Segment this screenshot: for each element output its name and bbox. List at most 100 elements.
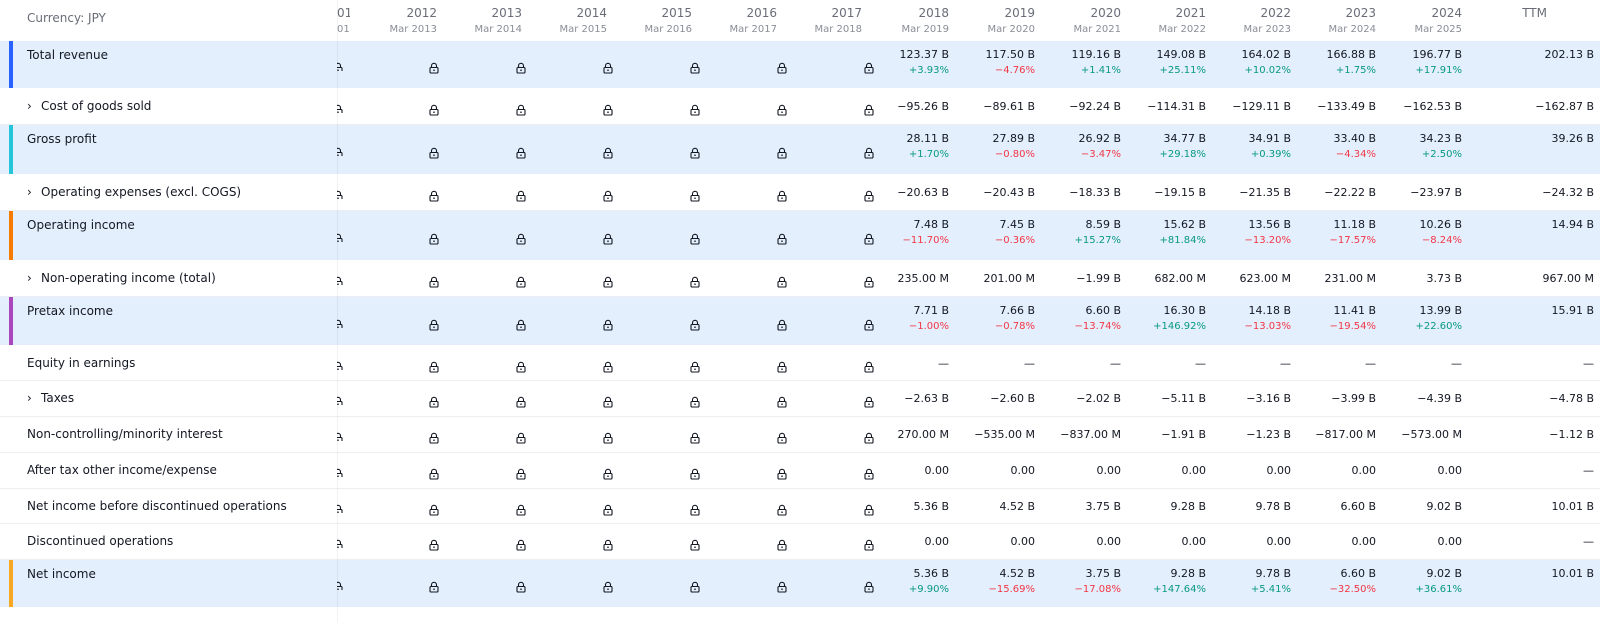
lock-icon[interactable] — [689, 578, 701, 593]
lock-icon[interactable] — [602, 465, 614, 480]
lock-icon[interactable] — [776, 501, 788, 516]
lock-icon[interactable] — [602, 501, 614, 516]
row-label[interactable]: › Operating expenses (excl. COGS) — [27, 185, 241, 199]
lock-icon[interactable] — [337, 536, 344, 548]
lock-icon[interactable] — [776, 358, 788, 373]
lock-icon[interactable] — [428, 501, 440, 516]
lock-icon[interactable] — [515, 358, 527, 373]
lock-icon[interactable] — [337, 230, 344, 242]
lock-icon[interactable] — [689, 358, 701, 373]
lock-icon[interactable] — [337, 101, 344, 113]
lock-icon[interactable] — [776, 273, 788, 288]
lock-icon[interactable] — [428, 316, 440, 331]
lock-icon[interactable] — [337, 187, 344, 199]
lock-icon[interactable] — [863, 316, 875, 331]
lock-icon[interactable] — [337, 429, 344, 441]
lock-icon[interactable] — [689, 144, 701, 159]
lock-icon[interactable] — [515, 393, 527, 408]
lock-icon[interactable] — [515, 578, 527, 593]
lock-icon[interactable] — [689, 429, 701, 444]
lock-icon[interactable] — [863, 578, 875, 593]
lock-icon[interactable] — [428, 358, 440, 373]
lock-icon[interactable] — [515, 501, 527, 516]
lock-icon[interactable] — [515, 101, 527, 116]
lock-icon[interactable] — [515, 465, 527, 480]
lock-icon[interactable] — [689, 393, 701, 408]
lock-icon[interactable] — [428, 578, 440, 593]
lock-icon[interactable] — [689, 101, 701, 116]
chevron-right-icon[interactable]: › — [27, 271, 32, 285]
lock-icon[interactable] — [602, 144, 614, 159]
lock-icon[interactable] — [602, 358, 614, 373]
lock-icon[interactable] — [428, 144, 440, 159]
lock-icon[interactable] — [776, 429, 788, 444]
lock-icon[interactable] — [428, 273, 440, 288]
lock-icon[interactable] — [602, 578, 614, 593]
lock-icon[interactable] — [863, 536, 875, 551]
chevron-right-icon[interactable]: › — [27, 99, 32, 113]
lock-icon[interactable] — [602, 273, 614, 288]
lock-icon[interactable] — [515, 536, 527, 551]
lock-icon[interactable] — [863, 429, 875, 444]
table-row[interactable]: › Non-operating income (total) 235.00 M 201… — [0, 261, 1600, 297]
lock-icon[interactable] — [863, 101, 875, 116]
table-row[interactable]: › Taxes −2.63 B −2.60 B −2.02 B −5.11 B −3.16 … — [0, 381, 1600, 417]
lock-icon[interactable] — [602, 230, 614, 245]
lock-icon[interactable] — [776, 393, 788, 408]
lock-icon[interactable] — [515, 429, 527, 444]
lock-icon[interactable] — [863, 187, 875, 202]
lock-icon[interactable] — [689, 187, 701, 202]
row-label[interactable]: › Non-operating income (total) — [27, 271, 216, 285]
chevron-right-icon[interactable]: › — [27, 185, 32, 199]
lock-icon[interactable] — [863, 144, 875, 159]
lock-icon[interactable] — [689, 230, 701, 245]
lock-icon[interactable] — [776, 578, 788, 593]
lock-icon[interactable] — [428, 59, 440, 74]
lock-icon[interactable] — [776, 144, 788, 159]
lock-icon[interactable] — [776, 59, 788, 74]
table-row[interactable]: › Operating expenses (excl. COGS) −20.63 B… — [0, 175, 1600, 211]
lock-icon[interactable] — [602, 393, 614, 408]
lock-icon[interactable] — [428, 230, 440, 245]
lock-icon[interactable] — [863, 393, 875, 408]
lock-icon[interactable] — [515, 273, 527, 288]
lock-icon[interactable] — [689, 316, 701, 331]
lock-icon[interactable] — [428, 465, 440, 480]
lock-icon[interactable] — [602, 429, 614, 444]
lock-icon[interactable] — [776, 316, 788, 331]
lock-icon[interactable] — [515, 316, 527, 331]
lock-icon[interactable] — [776, 187, 788, 202]
lock-icon[interactable] — [689, 59, 701, 74]
lock-icon[interactable] — [428, 187, 440, 202]
lock-icon[interactable] — [863, 465, 875, 480]
lock-icon[interactable] — [776, 101, 788, 116]
lock-icon[interactable] — [863, 358, 875, 373]
lock-icon[interactable] — [428, 429, 440, 444]
lock-icon[interactable] — [428, 393, 440, 408]
lock-icon[interactable] — [863, 273, 875, 288]
lock-icon[interactable] — [863, 501, 875, 516]
lock-icon[interactable] — [428, 101, 440, 116]
lock-icon[interactable] — [689, 465, 701, 480]
lock-icon[interactable] — [776, 230, 788, 245]
lock-icon[interactable] — [863, 59, 875, 74]
lock-icon[interactable] — [602, 187, 614, 202]
row-label[interactable]: › Cost of goods sold — [27, 99, 151, 113]
lock-icon[interactable] — [428, 536, 440, 551]
lock-icon[interactable] — [602, 536, 614, 551]
lock-icon[interactable] — [515, 144, 527, 159]
lock-icon[interactable] — [515, 187, 527, 202]
lock-icon[interactable] — [602, 316, 614, 331]
lock-icon[interactable] — [337, 501, 344, 513]
lock-icon[interactable] — [602, 101, 614, 116]
table-row[interactable]: › Cost of goods sold −95.26 B −89.61 B −92.2… — [0, 89, 1600, 125]
lock-icon[interactable] — [515, 59, 527, 74]
lock-icon[interactable] — [515, 230, 527, 245]
lock-icon[interactable] — [776, 536, 788, 551]
lock-icon[interactable] — [337, 465, 344, 477]
lock-icon[interactable] — [337, 144, 344, 156]
lock-icon[interactable] — [337, 273, 344, 285]
row-label[interactable]: › Taxes — [27, 391, 74, 405]
lock-icon[interactable] — [863, 230, 875, 245]
lock-icon[interactable] — [337, 578, 344, 590]
